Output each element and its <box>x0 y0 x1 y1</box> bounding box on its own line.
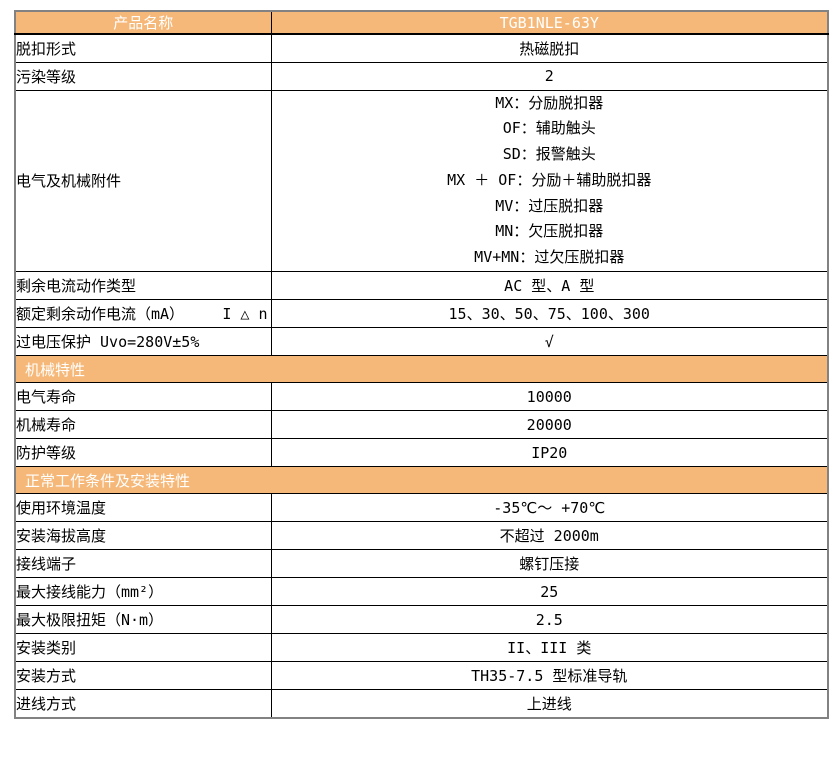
spec-value-cell: 不超过 2000m <box>270 521 829 551</box>
spec-value-cell: 15、30、50、75、100、300 <box>270 299 829 329</box>
spec-label-cell: 使用环境温度 <box>14 493 272 523</box>
spec-row: 脱扣形式 热磁脱扣 <box>14 33 829 63</box>
spec-label-cell: 脱扣形式 <box>14 33 272 63</box>
spec-label-cell: 安装方式 <box>14 661 272 691</box>
spec-row: 最大接线能力（mm²） 25 <box>14 577 829 607</box>
spec-value-cell: 上进线 <box>270 689 829 719</box>
spec-label-cell: 电气及机械附件 <box>14 89 272 273</box>
spec-label-cell: 最大极限扭矩（N·m） <box>14 605 272 635</box>
spec-value-cell: 热磁脱扣 <box>270 33 829 63</box>
spec-value-line: MX：分励脱扣器 <box>495 93 604 112</box>
product-name-header-cell: 产品名称 <box>14 10 272 35</box>
spec-label-symbol: I △ n <box>222 304 268 323</box>
spec-value-cell: 2.5 <box>270 605 829 635</box>
spec-value-cell: 20000 <box>270 410 829 440</box>
section-header-row: 机械特性 <box>14 355 829 384</box>
spec-label-cell: 机械寿命 <box>14 410 272 440</box>
spec-label: 额定剩余动作电流（mA） <box>16 305 185 324</box>
spec-label-cell: 额定剩余动作电流（mA） I △ n <box>14 299 272 329</box>
spec-value-line: MV：过压脱扣器 <box>495 196 604 215</box>
spec-label-cell: 防护等级 <box>14 438 272 468</box>
spec-value-line: MV+MN：过欠压脱扣器 <box>474 248 625 267</box>
spec-row: 过电压保护 Uvo=280V±5% √ <box>14 327 829 357</box>
spec-row: 最大极限扭矩（N·m） 2.5 <box>14 605 829 635</box>
spec-value-line: SD：报警触头 <box>502 145 596 164</box>
spec-row: 防护等级 IP20 <box>14 438 829 468</box>
section-title: 机械特性 <box>14 355 829 384</box>
spec-row: 安装类别 II、III 类 <box>14 633 829 663</box>
spec-value-line: MX ＋ OF：分励＋辅助脱扣器 <box>447 170 652 189</box>
product-spec-sheet: 产品名称 TGB1NLE-63Y 脱扣形式 热磁脱扣 污染等级 2 电气及机械附件 MX：… <box>14 10 829 719</box>
spec-row: 机械寿命 20000 <box>14 410 829 440</box>
spec-label-cell: 最大接线能力（mm²） <box>14 577 272 607</box>
spec-label-cell: 接线端子 <box>14 549 272 579</box>
spec-row: 进线方式 上进线 <box>14 689 829 719</box>
spec-value-cell: √ <box>270 327 829 357</box>
spec-label-cell: 过电压保护 Uvo=280V±5% <box>14 327 272 357</box>
spec-value-cell: AC 型、A 型 <box>270 271 829 301</box>
spec-label-cell: 电气寿命 <box>14 382 272 412</box>
table-header-row: 产品名称 TGB1NLE-63Y <box>14 10 829 35</box>
spec-label-cell: 安装海拔高度 <box>14 521 272 551</box>
spec-label-cell: 进线方式 <box>14 689 272 719</box>
spec-value-cell: 2 <box>270 61 829 91</box>
spec-row: 电气及机械附件 MX：分励脱扣器 OF：辅助触头 SD：报警触头 MX ＋ OF：分励＋… <box>14 89 829 273</box>
spec-value-cell: 25 <box>270 577 829 607</box>
spec-value-cell: 螺钉压接 <box>270 549 829 579</box>
spec-row: 电气寿命 10000 <box>14 382 829 412</box>
spec-row: 接线端子 螺钉压接 <box>14 549 829 579</box>
spec-label-cell: 安装类别 <box>14 633 272 663</box>
spec-label-cell: 污染等级 <box>14 61 272 91</box>
spec-value-line: OF：辅助触头 <box>502 119 596 138</box>
spec-value-line: MN：欠压脱扣器 <box>495 222 604 241</box>
section-header-row: 正常工作条件及安装特性 <box>14 466 829 495</box>
spec-value-cell: -35℃～ +70℃ <box>270 493 829 523</box>
section-title: 正常工作条件及安装特性 <box>14 466 829 495</box>
spec-row: 安装方式 TH35-7.5 型标准导轨 <box>14 661 829 691</box>
spec-rows-body: 脱扣形式 热磁脱扣 污染等级 2 电气及机械附件 MX：分励脱扣器 OF：辅助触头 SD：报警… <box>14 33 829 719</box>
spec-value-cell: 10000 <box>270 382 829 412</box>
spec-value-cell: TH35-7.5 型标准导轨 <box>270 661 829 691</box>
spec-row: 污染等级 2 <box>14 61 829 91</box>
spec-table: 产品名称 TGB1NLE-63Y 脱扣形式 热磁脱扣 污染等级 2 电气及机械附件 MX：… <box>14 10 829 719</box>
spec-row: 安装海拔高度 不超过 2000m <box>14 521 829 551</box>
spec-row: 使用环境温度 -35℃～ +70℃ <box>14 493 829 523</box>
spec-row: 剩余电流动作类型 AC 型、A 型 <box>14 271 829 301</box>
spec-value-cell: IP20 <box>270 438 829 468</box>
spec-value-cell: II、III 类 <box>270 633 829 663</box>
product-model-header-cell: TGB1NLE-63Y <box>270 10 829 35</box>
spec-row: 额定剩余动作电流（mA） I △ n 15、30、50、75、100、300 <box>14 299 829 329</box>
spec-label-cell: 剩余电流动作类型 <box>14 271 272 301</box>
spec-value-cell: MX：分励脱扣器 OF：辅助触头 SD：报警触头 MX ＋ OF：分励＋辅助脱扣器 MV… <box>270 89 829 273</box>
